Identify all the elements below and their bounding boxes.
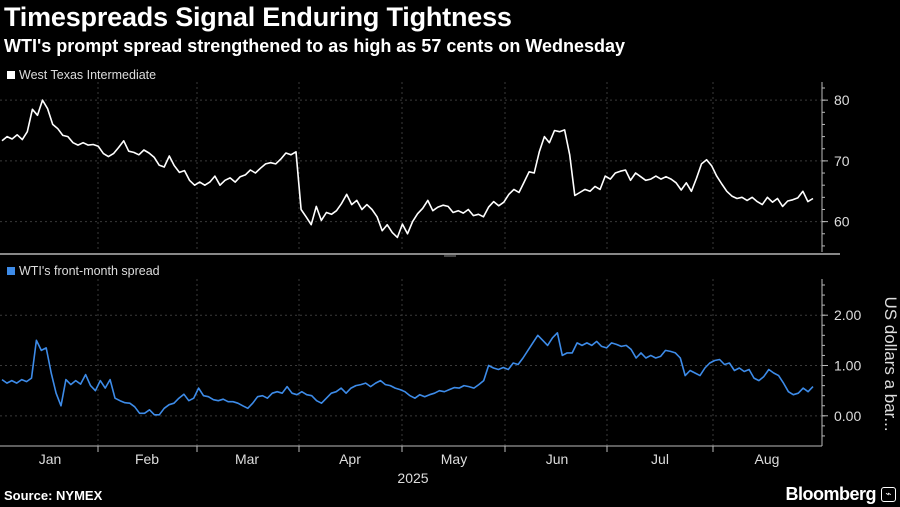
x-tick-label: May bbox=[441, 451, 467, 467]
bloomberg-logo: Bloomberg bbox=[785, 484, 876, 504]
x-tick-label: Jan bbox=[39, 451, 62, 467]
series-line-spread bbox=[1, 331, 814, 416]
y-tick-label-wti: 70 bbox=[834, 153, 850, 169]
x-tick-label: Feb bbox=[135, 451, 159, 467]
legend-spread: WTI's front-month spread bbox=[7, 264, 160, 278]
chart-subtitle: WTI's prompt spread strengthened to as h… bbox=[4, 36, 626, 56]
x-tick-label: Jun bbox=[546, 451, 569, 467]
x-tick-label: Apr bbox=[339, 451, 361, 467]
chart-title: Timespreads Signal Enduring Tightness bbox=[4, 2, 512, 32]
y-tick-label-spread: 0.00 bbox=[834, 408, 861, 424]
x-tick-label: Mar bbox=[235, 451, 259, 467]
y-tick-label-spread: 2.00 bbox=[834, 307, 861, 323]
legend-swatch-wti bbox=[7, 71, 15, 79]
y-tick-label-wti: 60 bbox=[834, 214, 850, 230]
source-note: Source: NYMEX bbox=[4, 488, 103, 503]
bloomberg-terminal-icon[interactable]: ⌁ bbox=[881, 487, 896, 502]
y-axis-label: US dollars a bar... bbox=[881, 296, 900, 432]
legend-wti: West Texas Intermediate bbox=[7, 68, 156, 82]
y-tick-label-spread: 1.00 bbox=[834, 358, 861, 374]
x-tick-label: Aug bbox=[755, 451, 780, 467]
series-line-wti bbox=[1, 99, 814, 239]
x-tick-label: Jul bbox=[651, 451, 669, 467]
legend-swatch-spread bbox=[7, 267, 15, 275]
y-tick-label-wti: 80 bbox=[834, 92, 850, 108]
legend-label-spread: WTI's front-month spread bbox=[19, 264, 160, 278]
x-axis-year-label: 2025 bbox=[397, 470, 428, 486]
legend-label-wti: West Texas Intermediate bbox=[19, 68, 157, 82]
